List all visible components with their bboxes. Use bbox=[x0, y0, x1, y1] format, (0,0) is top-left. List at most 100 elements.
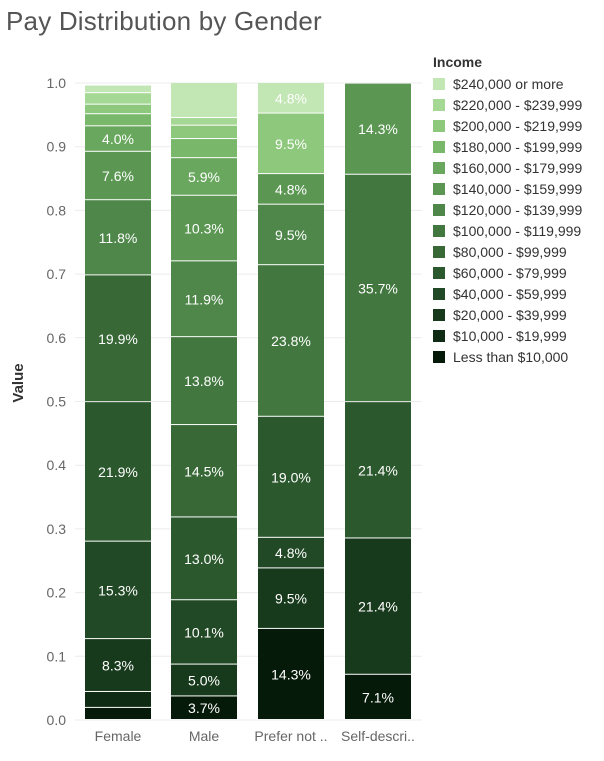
bar-segment bbox=[171, 139, 237, 158]
y-tick-label: 0.8 bbox=[47, 202, 67, 218]
legend-label: $220,000 - $239,999 bbox=[453, 96, 583, 113]
legend-swatch bbox=[433, 119, 445, 132]
y-tick-label: 0.4 bbox=[47, 457, 67, 473]
legend-item: $140,000 - $159,999 bbox=[433, 178, 582, 199]
legend-swatch bbox=[433, 308, 445, 321]
data-label: 9.5% bbox=[275, 227, 307, 243]
legend-label: $10,000 - $19,999 bbox=[453, 327, 567, 344]
legend-swatch bbox=[433, 245, 445, 258]
bar-segment bbox=[85, 200, 151, 275]
bar-segment bbox=[85, 104, 151, 114]
data-label: 13.0% bbox=[184, 551, 224, 567]
data-label: 11.8% bbox=[99, 230, 138, 246]
bar-segment bbox=[258, 568, 324, 628]
legend-swatch bbox=[433, 161, 445, 174]
data-labels: 8.3% 15.3% 21.9% 19.9% 11.8% 7.6% 4.0% 3.7% 5.0%… bbox=[98, 90, 398, 716]
bar-segment bbox=[258, 174, 324, 204]
legend-label: $60,000 - $79,999 bbox=[453, 264, 567, 281]
data-label: 9.5% bbox=[275, 136, 307, 152]
bar-segment bbox=[85, 126, 151, 151]
data-label: 4.8% bbox=[275, 90, 307, 106]
data-label: 15.3% bbox=[98, 582, 138, 598]
bar-segment bbox=[171, 261, 237, 337]
legend-item: Less than $10,000 bbox=[433, 346, 582, 367]
data-label: 35.7% bbox=[358, 280, 398, 296]
data-label: 5.0% bbox=[188, 673, 220, 689]
y-tick-label: 0.7 bbox=[47, 266, 67, 282]
bar-segment bbox=[171, 425, 237, 517]
data-label: 10.3% bbox=[184, 221, 224, 237]
bar-segment bbox=[85, 114, 151, 126]
bar-segment bbox=[85, 541, 151, 639]
legend-label: $180,000 - $199,999 bbox=[453, 138, 583, 155]
bar-segment bbox=[85, 85, 151, 93]
data-label: 4.8% bbox=[275, 545, 307, 561]
bar-segment bbox=[171, 195, 237, 261]
bar-segment bbox=[345, 83, 411, 174]
y-tick-label: 0.5 bbox=[47, 394, 67, 410]
data-label: 13.8% bbox=[184, 373, 224, 389]
data-label: 19.0% bbox=[271, 469, 311, 485]
x-category-label: Male bbox=[189, 728, 220, 744]
bar-segment bbox=[345, 402, 411, 538]
bar-segment bbox=[345, 674, 411, 719]
data-label: 4.0% bbox=[102, 131, 134, 147]
data-label: 21.9% bbox=[98, 464, 138, 480]
data-label: 3.7% bbox=[188, 700, 220, 716]
data-label: 14.3% bbox=[271, 666, 311, 682]
legend-item: $240,000 or more bbox=[433, 73, 582, 94]
y-tick-label: 0.1 bbox=[47, 648, 67, 664]
legend-items: $240,000 or more $220,000 - $239,999 $200,… bbox=[433, 73, 582, 367]
chart-title: Pay Distribution by Gender bbox=[6, 6, 322, 36]
legend-swatch bbox=[433, 329, 445, 342]
legend-item: $200,000 - $219,999 bbox=[433, 115, 582, 136]
legend-swatch bbox=[433, 350, 445, 363]
bar-segment bbox=[85, 639, 151, 691]
bar-segment bbox=[258, 83, 324, 113]
bar-segment bbox=[258, 537, 324, 568]
axes: Value 0.0 0.1 0.2 0.3 0.4 0.5 0.6 0.7 0.8 0.9 1.0 F… bbox=[10, 75, 415, 744]
legend-label: $120,000 - $139,999 bbox=[453, 201, 583, 218]
legend-swatch bbox=[433, 266, 445, 279]
legend-swatch bbox=[433, 224, 445, 237]
y-tick-label: 1.0 bbox=[47, 75, 67, 91]
y-tick-label: 0.2 bbox=[47, 585, 67, 601]
data-label: 4.8% bbox=[275, 181, 307, 197]
x-category-label: Prefer not .. bbox=[254, 728, 327, 744]
legend-item: $40,000 - $59,999 bbox=[433, 283, 582, 304]
data-label: 23.8% bbox=[271, 333, 311, 349]
x-category-label: Self-descri.. bbox=[341, 728, 415, 744]
bars bbox=[85, 83, 411, 719]
legend-label: $240,000 or more bbox=[453, 75, 564, 92]
data-label: 14.3% bbox=[358, 121, 398, 137]
bar-segment bbox=[171, 83, 237, 118]
data-label: 9.5% bbox=[275, 591, 307, 607]
data-label: 11.9% bbox=[185, 291, 224, 307]
data-label: 14.5% bbox=[184, 463, 224, 479]
legend-title: Income bbox=[433, 54, 483, 70]
data-label: 19.9% bbox=[98, 331, 138, 347]
bar-segment bbox=[171, 337, 237, 425]
data-label: 7.6% bbox=[102, 168, 134, 184]
y-tick-label: 0.3 bbox=[47, 521, 67, 537]
legend-swatch bbox=[433, 140, 445, 153]
data-label: 8.3% bbox=[102, 658, 134, 674]
legend-item: $100,000 - $119,999 bbox=[433, 220, 582, 241]
y-axis-title: Value bbox=[10, 363, 27, 402]
bar-segment bbox=[171, 118, 237, 125]
legend-item: $160,000 - $179,999 bbox=[433, 157, 582, 178]
legend-label: $140,000 - $159,999 bbox=[453, 180, 583, 197]
legend-item: $180,000 - $199,999 bbox=[433, 136, 582, 157]
data-label: 5.9% bbox=[188, 169, 220, 185]
bar-segment bbox=[171, 517, 237, 600]
y-tick-label: 0.6 bbox=[47, 330, 67, 346]
bar-segment bbox=[345, 538, 411, 674]
bar-segment bbox=[258, 265, 324, 416]
bar-segment bbox=[85, 402, 151, 541]
legend-label: $80,000 - $99,999 bbox=[453, 243, 567, 260]
bar-segment bbox=[171, 696, 237, 719]
bar-segment bbox=[258, 416, 324, 537]
legend-swatch bbox=[433, 182, 445, 195]
legend-swatch bbox=[433, 98, 445, 111]
